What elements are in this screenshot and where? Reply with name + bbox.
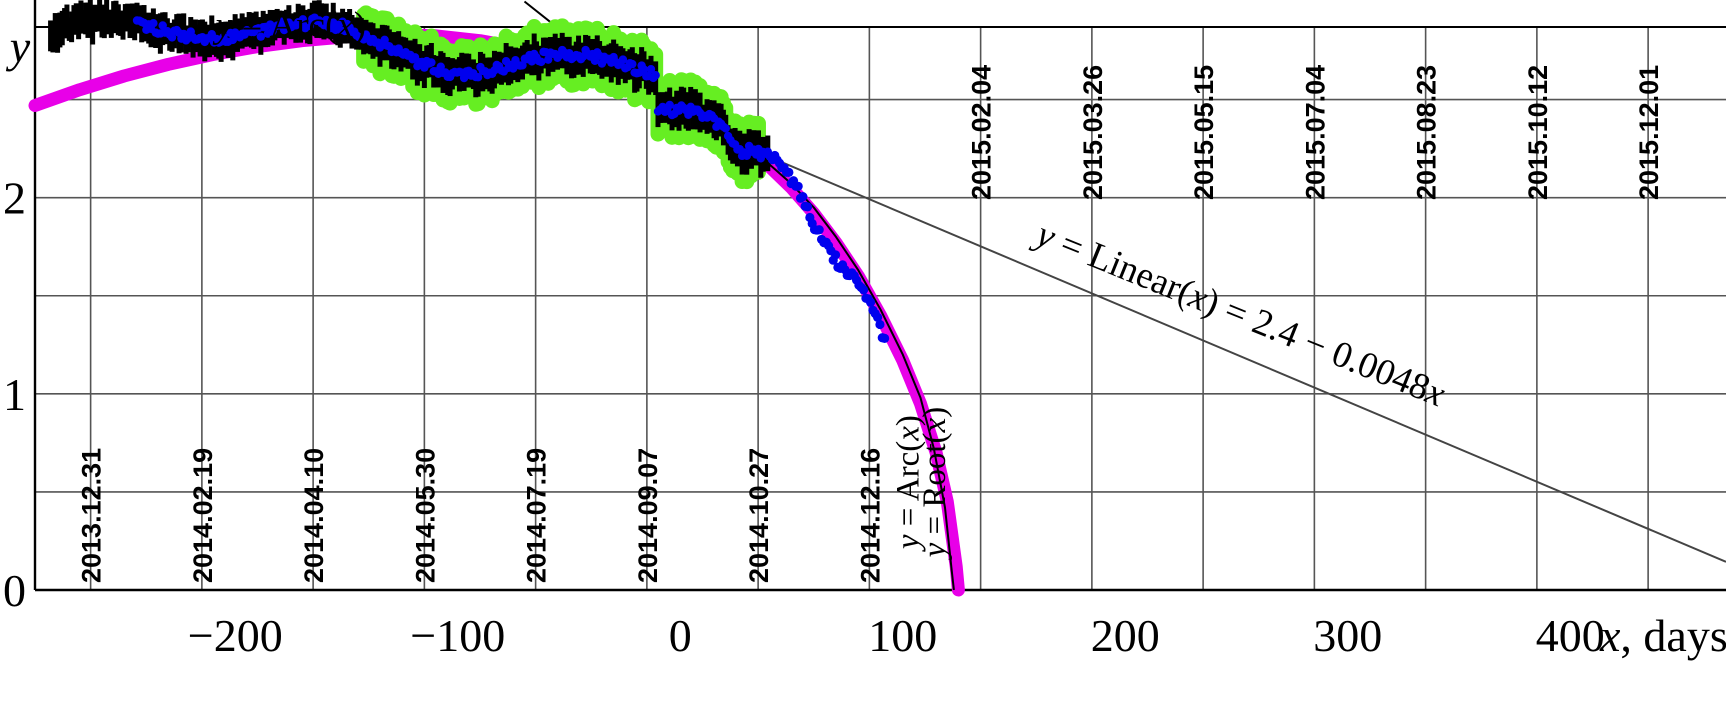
annotation-layer: y = Arc(x) y = Linear(x) = 2.4 − 0.0048x y… <box>212 5 1452 561</box>
date-tick-label: 2015.10.12 <box>1523 65 1553 200</box>
date-tick-label: 2014.07.19 <box>522 448 552 583</box>
data-point <box>158 21 167 30</box>
x-tick-label: 400 <box>1536 610 1605 661</box>
y-tick-label: 0 <box>3 565 26 616</box>
x-axis-title-unit: , days <box>1620 610 1726 661</box>
data-point <box>646 65 656 74</box>
data-point <box>651 71 660 80</box>
data-point <box>298 15 308 24</box>
data-point <box>793 181 803 191</box>
data-point <box>618 55 628 64</box>
date-tick-label: 2014.12.16 <box>855 448 885 583</box>
date-tick-label: 2015.07.04 <box>1300 65 1330 200</box>
data-point <box>802 202 813 212</box>
data-point <box>875 319 885 330</box>
x-axis-title-var: x <box>1599 610 1621 661</box>
data-point <box>256 32 266 41</box>
data-point <box>784 167 794 178</box>
date-tick-label: 2014.04.10 <box>299 448 329 583</box>
data-point <box>798 192 808 202</box>
data-point <box>543 55 553 64</box>
x-tick-label: 100 <box>868 610 937 661</box>
data-point <box>280 25 289 35</box>
observed-data-layer <box>48 0 890 343</box>
data-point <box>473 73 483 82</box>
data-point <box>322 15 331 25</box>
y-tick-label: 1 <box>3 369 26 420</box>
curve-arc <box>28 28 965 597</box>
x-tick-label: −100 <box>410 610 505 661</box>
x-axis-title: x, days <box>1599 610 1726 661</box>
data-point <box>858 285 869 295</box>
x-tick-label: 0 <box>669 610 692 661</box>
date-tick-label: 2015.12.01 <box>1634 65 1664 200</box>
data-point <box>149 19 158 28</box>
date-tick-label: 2015.02.04 <box>967 65 997 200</box>
data-point <box>639 65 649 74</box>
date-tick-label: 2014.09.07 <box>633 448 663 583</box>
data-point <box>167 33 177 42</box>
arc-bottom-label: y = Arc(x) <box>890 415 926 552</box>
linear-label: y = Linear(x) = 2.4 − 0.0048x <box>1027 212 1451 415</box>
date-tick-label: 2015.05.15 <box>1189 65 1219 200</box>
data-point <box>814 225 824 235</box>
data-point <box>665 100 674 110</box>
date-tick-label: 2015.03.26 <box>1078 65 1108 200</box>
date-tick-label: 2014.05.30 <box>410 448 440 583</box>
grid-layer <box>33 0 1726 592</box>
data-point <box>459 73 469 83</box>
data-point <box>880 333 890 343</box>
data-point <box>518 61 527 70</box>
y-axis-title: y <box>6 21 31 72</box>
axis-tick-layer: −200 −100 0 100 200 300 400 0 1 2 y x, days <box>3 21 1726 661</box>
data-point <box>628 59 637 69</box>
data-point <box>873 312 883 322</box>
x-tick-label: −200 <box>188 610 283 661</box>
date-tick-label: 2014.10.27 <box>744 448 774 583</box>
root-label: y = Root(x) <box>917 407 953 561</box>
curve-linear <box>679 118 1726 563</box>
data-point <box>427 58 436 67</box>
date-tick-label: 2014.02.19 <box>188 448 218 583</box>
date-tick-label: 2013.12.31 <box>77 448 107 583</box>
arc-top-label: y = Arc(x) <box>212 5 366 46</box>
data-point <box>536 57 546 67</box>
date-tick-layer: 2013.12.31 2014.02.19 2014.04.10 2014.05.30… <box>77 65 1665 583</box>
data-point <box>865 297 876 307</box>
x-tick-label: 200 <box>1091 610 1160 661</box>
date-tick-label: 2015.08.23 <box>1412 65 1442 200</box>
data-point <box>830 250 841 260</box>
data-point <box>721 124 730 133</box>
y-tick-label: 2 <box>3 173 26 224</box>
x-tick-label: 300 <box>1313 610 1382 661</box>
data-point <box>305 21 315 30</box>
